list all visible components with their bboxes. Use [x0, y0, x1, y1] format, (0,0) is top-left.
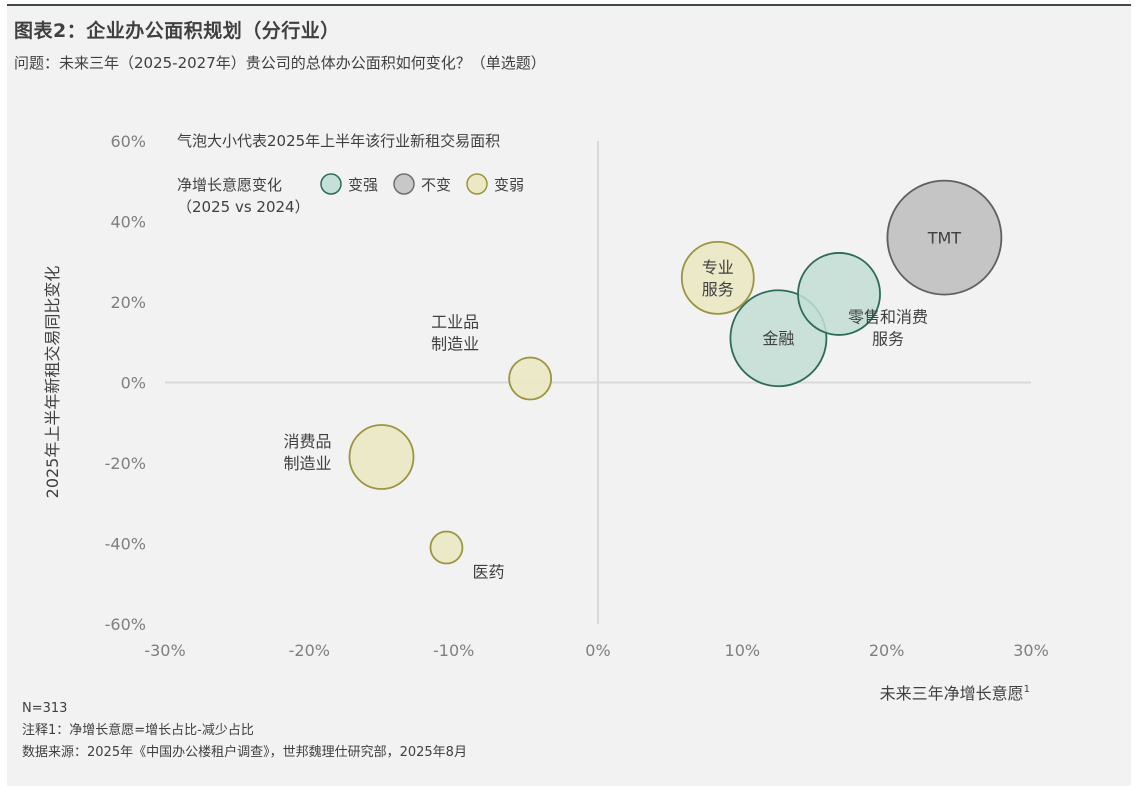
legend-marker — [466, 173, 488, 195]
x-axis-title: 未来三年净增长意愿1 — [880, 684, 1030, 703]
bubble — [348, 424, 415, 490]
y-tick-label: -20% — [105, 454, 146, 473]
footnote-1: 注释1：净增长意愿=增长占比-减少占比 — [22, 723, 254, 738]
bubble — [508, 356, 553, 401]
page-subtitle: 问题：未来三年（2025-2027年）贵公司的总体办公面积如何变化？（单选题） — [14, 54, 546, 72]
x-tick-label: -10% — [433, 641, 474, 660]
bubble-label: 工业品 — [431, 312, 479, 331]
x-tick-label: 0% — [585, 641, 610, 660]
legend-item-label: 变弱 — [494, 176, 524, 194]
bubble-label: 专业 — [702, 258, 734, 277]
x-tick-label: 20% — [869, 641, 905, 660]
y-tick-label: -40% — [105, 535, 146, 554]
bubble-label: 制造业 — [283, 454, 331, 473]
bubble — [797, 252, 881, 336]
bubble — [429, 530, 464, 565]
bubble-label: 制造业 — [431, 334, 479, 353]
legend-size-note: 气泡大小代表2025年上半年该行业新租交易面积 — [177, 132, 500, 150]
legend-item-label: 不变 — [421, 176, 451, 194]
x-tick-label: -20% — [289, 641, 330, 660]
bubble-label: 服务 — [702, 280, 734, 299]
x-axis-title-superscript: 1 — [1024, 684, 1030, 695]
chart-frame — [7, 4, 1131, 786]
legend-color-title: 净增长意愿变化 — [177, 176, 282, 194]
x-tick-label: 30% — [1013, 641, 1049, 660]
legend-marker — [320, 173, 342, 195]
bubble-label: 服务 — [872, 330, 904, 349]
legend-item-label: 变强 — [348, 176, 378, 194]
bubble-label: 医药 — [472, 563, 504, 582]
y-axis-title: 2025年上半年新租交易同比变化 — [43, 266, 62, 499]
bubble-label: TMT — [927, 229, 962, 248]
bubble-label: 零售和消费 — [848, 308, 928, 327]
bubble — [886, 179, 1003, 296]
source-note: 数据来源：2025年《中国办公楼租户调查》，世邦魏理仕研究部，2025年8月 — [22, 745, 467, 760]
notes-block: N=313 注释1：净增长意愿=增长占比-减少占比 数据来源：2025年《中国办… — [22, 698, 467, 764]
y-tick-label: -60% — [105, 615, 146, 634]
bubble-label: 金融 — [762, 329, 794, 348]
bubble — [680, 240, 755, 315]
sample-size-note: N=313 — [22, 701, 68, 716]
y-tick-label: 0% — [121, 374, 146, 393]
y-tick-label: 20% — [110, 293, 146, 312]
page-title: 图表2：企业办公面积规划（分行业） — [14, 20, 340, 42]
x-tick-label: -30% — [144, 641, 185, 660]
y-tick-label: 60% — [110, 132, 146, 151]
legend-marker — [393, 173, 415, 195]
bubble-label: 消费品 — [283, 432, 331, 451]
x-tick-label: 10% — [725, 641, 761, 660]
y-tick-label: 40% — [110, 213, 146, 232]
legend-color-subtitle: （2025 vs 2024） — [177, 198, 310, 216]
